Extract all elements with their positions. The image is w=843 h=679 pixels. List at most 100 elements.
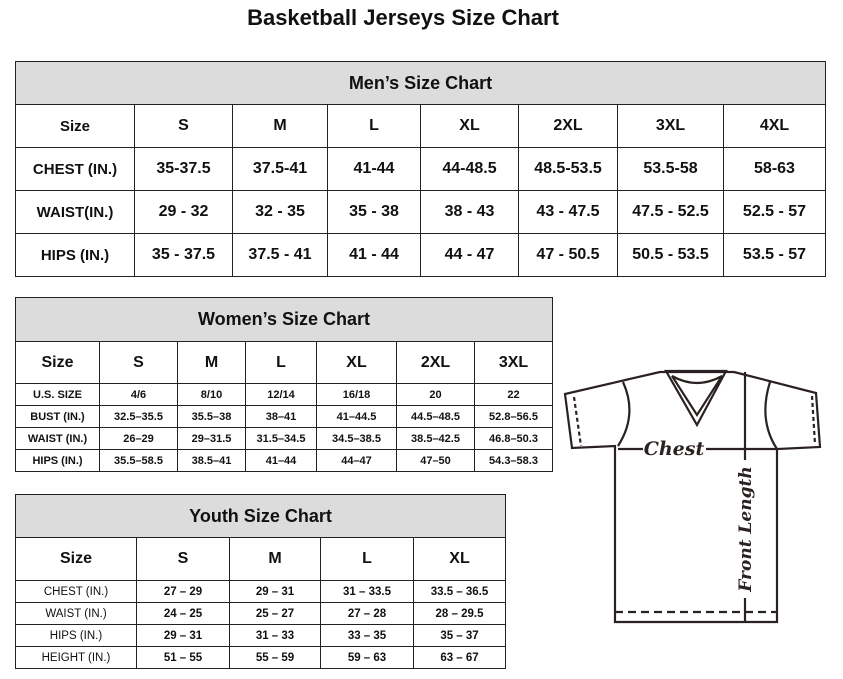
table-cell: 38.5–41	[177, 449, 246, 472]
row-label: BUST (IN.)	[15, 405, 100, 428]
table-cell: 27 – 28	[320, 602, 414, 625]
chest-label: Chest	[644, 438, 705, 460]
table-cell: 31.5–34.5	[245, 427, 317, 450]
table-caption: Women’s Size Chart	[14, 297, 554, 342]
size-header-cell: 2XL	[396, 341, 475, 384]
table-cell: 50.5 - 53.5	[617, 233, 724, 277]
row-label: WAIST (IN.)	[15, 427, 100, 450]
table-cell: 47–50	[396, 449, 475, 472]
size-header-cell: 2XL	[518, 104, 618, 148]
row-label: WAIST(IN.)	[15, 190, 135, 234]
size-header-cell: L	[320, 537, 414, 581]
page-title: Basketball Jerseys Size Chart	[247, 5, 559, 30]
table-cell: 52.5 - 57	[723, 190, 826, 234]
size-header-cell: Size	[15, 104, 135, 148]
table-cell: 52.8–56.5	[473, 405, 554, 428]
size-header-cell: Size	[15, 341, 100, 384]
size-header-row: Size S M L XL	[15, 537, 507, 581]
table-cell: 63 – 67	[412, 646, 507, 669]
table-cell: 35 – 37	[412, 624, 507, 647]
size-header-cell: M	[177, 341, 246, 384]
table-cell: 26–29	[99, 427, 178, 450]
table-cell: 28 – 29.5	[412, 602, 507, 625]
table-cell: 35.5–58.5	[99, 449, 178, 472]
table-cell: 25 – 27	[229, 602, 321, 625]
mens-size-table: Men’s Size Chart Size S M L XL 2XL 3XL 4XL CHEST…	[15, 61, 826, 277]
table-cell: 53.5-58	[617, 147, 724, 191]
front-length-label: Front Length	[736, 466, 756, 592]
table-cell: 31 – 33.5	[320, 580, 414, 603]
size-header-cell: 3XL	[473, 341, 554, 384]
size-header-cell: S	[136, 537, 230, 581]
table-cell: 55 – 59	[229, 646, 321, 669]
table-cell: 22	[473, 383, 554, 406]
table-cell: 34.5–38.5	[316, 427, 397, 450]
table-cell: 44–47	[316, 449, 397, 472]
table-cell: 33 – 35	[320, 624, 414, 647]
table-row: HEIGHT (IN.) 51 – 55 55 – 59 59 – 63 63 – 67	[15, 646, 507, 669]
table-cell: 37.5-41	[232, 147, 328, 191]
table-cell: 58-63	[723, 147, 826, 191]
table-cell: 35 - 38	[327, 190, 421, 234]
table-cell: 12/14	[245, 383, 317, 406]
table-cell: 41–44	[245, 449, 317, 472]
size-header-cell: M	[229, 537, 321, 581]
row-label: U.S. SIZE	[15, 383, 100, 406]
table-cell: 32 - 35	[232, 190, 328, 234]
table-cell: 41–44.5	[316, 405, 397, 428]
table-cell: 43 - 47.5	[518, 190, 618, 234]
table-row: HIPS (IN.) 35.5–58.5 38.5–41 41–44 44–47 47–5…	[15, 449, 554, 472]
table-cell: 20	[396, 383, 475, 406]
table-row: CHEST (IN.) 35-37.5 37.5-41 41-44 44-48.5 48.…	[15, 147, 826, 191]
row-label: HIPS (IN.)	[15, 624, 137, 647]
size-header-cell: 4XL	[723, 104, 826, 148]
table-caption: Men’s Size Chart	[15, 61, 826, 105]
tshirt-diagram: Chest Front Length	[563, 369, 822, 624]
table-cell: 44-48.5	[420, 147, 519, 191]
row-label: CHEST (IN.)	[15, 580, 137, 603]
table-cell: 47 - 50.5	[518, 233, 618, 277]
table-cell: 51 – 55	[136, 646, 230, 669]
size-header-cell: XL	[316, 341, 397, 384]
size-header-cell: S	[134, 104, 233, 148]
womens-size-table: Women’s Size Chart Size S M L XL 2XL 3XL U.S. S…	[14, 297, 554, 472]
table-row: CHEST (IN.) 27 – 29 29 – 31 31 – 33.5 33.5 –…	[15, 580, 507, 603]
size-header-cell: L	[327, 104, 421, 148]
table-row: WAIST(IN.) 29 - 32 32 - 35 35 - 38 38 - 43 43…	[15, 190, 826, 234]
table-cell: 24 – 25	[136, 602, 230, 625]
table-row: HIPS (IN.) 29 – 31 31 – 33 33 – 35 35 – 37	[15, 624, 507, 647]
table-row: WAIST (IN.) 24 – 25 25 – 27 27 – 28 28 – 29.…	[15, 602, 507, 625]
table-cell: 48.5-53.5	[518, 147, 618, 191]
table-cell: 38.5–42.5	[396, 427, 475, 450]
table-cell: 29 – 31	[229, 580, 321, 603]
row-label: HEIGHT (IN.)	[15, 646, 137, 669]
size-header-cell: M	[232, 104, 328, 148]
row-label: HIPS (IN.)	[15, 449, 100, 472]
table-cell: 41 - 44	[327, 233, 421, 277]
table-cell: 32.5–35.5	[99, 405, 178, 428]
table-cell: 4/6	[99, 383, 178, 406]
table-cell: 44.5–48.5	[396, 405, 475, 428]
size-header-cell: Size	[15, 537, 137, 581]
table-cell: 35-37.5	[134, 147, 233, 191]
table-cell: 29–31.5	[177, 427, 246, 450]
table-cell: 35 - 37.5	[134, 233, 233, 277]
row-label: HIPS (IN.)	[15, 233, 135, 277]
table-cell: 27 – 29	[136, 580, 230, 603]
youth-size-table: Youth Size Chart Size S M L XL CHEST (IN.) 27 …	[14, 494, 507, 669]
table-cell: 38–41	[245, 405, 317, 428]
table-cell: 16/18	[316, 383, 397, 406]
table-cell: 31 – 33	[229, 624, 321, 647]
size-header-cell: 3XL	[617, 104, 724, 148]
size-header-cell: XL	[412, 537, 507, 581]
size-header-row: Size S M L XL 2XL 3XL 4XL	[15, 104, 826, 148]
row-label: WAIST (IN.)	[15, 602, 137, 625]
table-cell: 29 – 31	[136, 624, 230, 647]
table-cell: 35.5–38	[177, 405, 246, 428]
size-header-cell: XL	[420, 104, 519, 148]
table-row: BUST (IN.) 32.5–35.5 35.5–38 38–41 41–44.5 44…	[15, 405, 554, 428]
size-header-cell: L	[245, 341, 317, 384]
table-cell: 33.5 – 36.5	[412, 580, 507, 603]
size-header-cell: S	[99, 341, 178, 384]
table-row: WAIST (IN.) 26–29 29–31.5 31.5–34.5 34.5–38.…	[15, 427, 554, 450]
